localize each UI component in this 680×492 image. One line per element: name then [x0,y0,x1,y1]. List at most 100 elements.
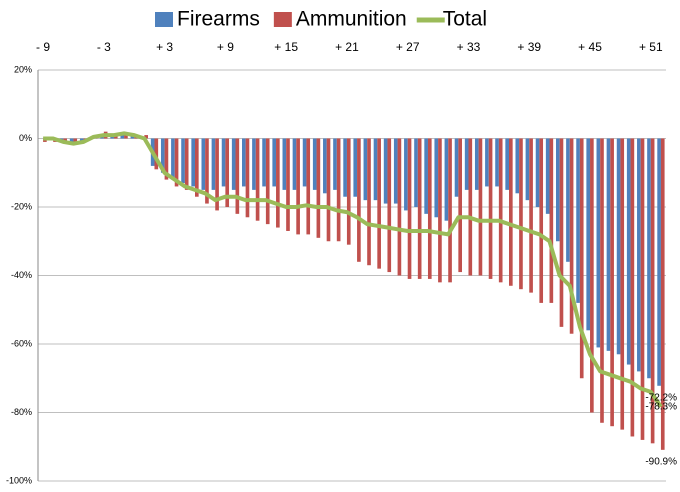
bar [647,138,651,379]
bar [414,138,418,207]
bar [660,138,665,450]
bar [235,138,240,214]
bar [346,138,351,245]
bar [579,138,584,379]
bar [559,138,564,327]
x-tick-label: + 45 [578,40,602,54]
bar [407,138,412,279]
y-tick-label: 0% [19,133,32,143]
bar [69,138,74,144]
bar [427,138,432,279]
x-tick-label: + 51 [639,40,663,54]
bar [215,138,219,211]
bar [262,138,266,187]
bar [171,138,175,180]
bar [478,138,483,276]
bar [488,138,493,279]
legend-label: Total [443,8,487,31]
bar [555,138,560,242]
bar [458,138,463,273]
value-label: -72.2% [645,392,677,403]
bar [336,138,341,242]
bar [505,138,509,190]
bar [205,138,209,204]
bar [498,138,503,283]
bar [417,138,422,279]
bar [144,135,149,139]
bar [333,138,337,190]
bar [444,138,449,221]
bar [100,136,104,139]
bar [164,138,169,180]
bar [616,138,621,355]
bar [626,138,631,365]
bar [343,138,347,197]
bar [590,138,594,413]
y-tick-label: -40% [11,270,32,280]
bar [397,138,402,276]
bar [241,138,246,187]
bar [424,138,428,214]
bar [353,138,358,197]
bar [201,138,206,190]
legend-label: Firearms [177,8,260,31]
bar [221,138,226,187]
x-tick-label: - 3 [97,40,111,54]
bar [174,138,179,187]
bar [282,138,287,190]
x-tick-label: + 21 [335,40,359,54]
bar [245,138,250,218]
bar [195,138,199,197]
legend-swatch [155,12,173,27]
bar [393,138,398,204]
bar [596,138,601,348]
bar [276,138,280,228]
bar [576,138,580,303]
bar [231,138,236,190]
bar [545,138,550,214]
bar [549,138,554,303]
bar [438,138,442,283]
bar [448,138,452,283]
x-tick-label: + 27 [396,40,420,54]
bar [184,138,189,190]
bar [474,138,479,190]
bar [252,138,256,190]
bar [464,138,469,190]
bar [302,138,307,187]
bar [569,138,574,334]
line [43,131,663,408]
bar [383,138,388,204]
bar [377,138,381,269]
bar [357,138,361,262]
x-tick-label: + 3 [156,40,173,54]
bar [363,138,368,201]
legend-swatch [273,12,292,27]
bar [495,138,499,187]
bar [404,138,408,211]
bar [509,138,513,286]
x-tick-label: + 39 [517,40,541,54]
bar [124,135,128,139]
bar [640,138,645,440]
bar [586,138,591,331]
bar [316,138,321,238]
y-tick-label: 20% [14,64,32,74]
y-tick-label: -60% [11,338,32,348]
bar [160,138,165,173]
value-label: -90.9% [645,456,677,467]
y-tick-label: -80% [11,407,32,417]
bar [620,138,625,430]
bar [120,133,125,139]
bar [211,138,216,190]
x-tick-label: + 33 [457,40,481,54]
bar [468,138,473,276]
bar [73,138,78,142]
bar [326,138,331,242]
bar [154,138,159,170]
bar [600,138,604,423]
bar [306,138,311,235]
bar [323,138,327,194]
bar [286,138,290,231]
